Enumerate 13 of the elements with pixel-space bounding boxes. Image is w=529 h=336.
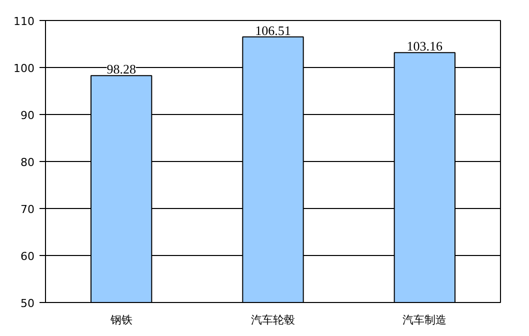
y-tick-label: 50: [20, 297, 35, 310]
x-tick-label: 钢铁: [109, 314, 132, 326]
x-tick-label: 汽车轮毂: [251, 314, 295, 326]
y-tick-label: 60: [20, 250, 35, 263]
y-tick-label: 100: [14, 62, 35, 75]
y-tick-label: 110: [14, 15, 35, 28]
y-tick-label: 70: [20, 203, 35, 216]
x-tick-label: 汽车制造: [402, 314, 447, 326]
y-tick-label: 90: [20, 109, 35, 122]
data-label: 98.28: [106, 62, 136, 77]
data-label: 106.51: [255, 22, 291, 38]
data-label: 103.16: [406, 38, 444, 54]
y-tick-label: 80: [20, 156, 35, 169]
